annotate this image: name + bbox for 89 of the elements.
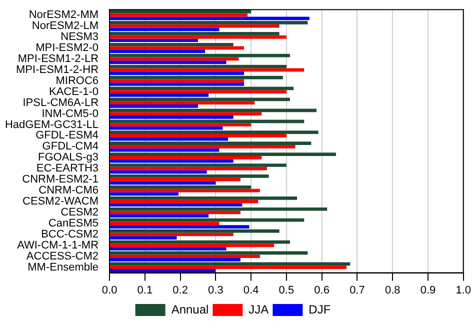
bar <box>110 218 304 222</box>
bar <box>110 232 234 236</box>
bar <box>110 236 177 240</box>
legend-label: JJA <box>248 302 269 316</box>
bar <box>110 145 296 148</box>
bar <box>110 207 328 211</box>
y-tick-label: IPSL-CM6A-LR <box>22 96 99 109</box>
x-tick-label: 0.3 <box>208 284 224 296</box>
bar <box>110 112 262 116</box>
bar <box>110 266 347 269</box>
bar <box>110 123 252 126</box>
x-tick-label: 0.6 <box>314 284 330 296</box>
y-tick-label: AWI-CM-1-1-MR <box>17 239 99 252</box>
bar <box>110 60 226 64</box>
bar <box>110 156 262 160</box>
bar <box>110 72 244 75</box>
y-tick-label: MPI-ESM1-2-LR <box>18 52 99 65</box>
bar <box>110 21 308 24</box>
bar <box>110 13 248 17</box>
x-tick-label: 0.8 <box>384 284 400 296</box>
bar <box>110 164 286 167</box>
y-tick-label: INM-CM5-0 <box>42 108 99 120</box>
bar <box>110 126 223 130</box>
y-tick-label: KACE-1-0 <box>49 86 99 98</box>
bar <box>110 174 269 178</box>
bar <box>110 38 198 42</box>
legend-label: DJF <box>308 302 331 316</box>
bar <box>110 137 228 141</box>
bar <box>110 130 318 134</box>
x-tick-label: 0.5 <box>278 284 294 296</box>
bar <box>110 79 244 83</box>
x-tick-label: 0.4 <box>243 284 259 296</box>
bar <box>110 186 252 189</box>
bar <box>110 247 226 250</box>
x-tick-label: 1.0 <box>456 284 472 296</box>
bar <box>110 104 198 108</box>
bar <box>110 152 336 156</box>
bar <box>110 50 206 54</box>
y-tick-label: BCC-CSM2 <box>41 228 99 240</box>
bar <box>110 196 298 200</box>
bar <box>110 68 304 72</box>
x-tick-label: 0.2 <box>172 284 188 296</box>
y-tick-label: CNRM-CM6 <box>38 184 99 197</box>
bar <box>110 192 179 196</box>
y-tick-label: NorESM2-MM <box>28 9 99 22</box>
x-tick-label: 0.1 <box>137 284 153 296</box>
bar <box>110 94 209 97</box>
y-tick-label: GFDL-ESM4 <box>36 130 99 142</box>
bar <box>110 82 244 86</box>
bar <box>110 225 250 228</box>
y-tick-label: CESM2-WACM <box>22 196 99 208</box>
bar <box>110 244 274 248</box>
y-tick-label: MM-Ensemble <box>28 261 99 274</box>
x-tick-label: 0.0 <box>102 284 118 296</box>
bar <box>110 166 267 170</box>
y-tick-label: NorESM2-LM <box>32 20 99 32</box>
bar <box>110 32 280 36</box>
x-tick-label: 0.9 <box>420 284 436 296</box>
bar <box>110 108 317 112</box>
bar <box>110 115 234 119</box>
y-tick-label: ACCESS-CM2 <box>26 250 99 262</box>
bar <box>110 54 290 58</box>
y-tick-label: CESM2 <box>60 206 99 219</box>
legend-label: Annual <box>171 302 209 316</box>
bar <box>110 214 209 218</box>
y-tick-label: CanESM5 <box>48 217 99 230</box>
bar <box>110 120 304 124</box>
bar <box>110 28 220 32</box>
bar <box>110 90 286 94</box>
bar <box>110 254 260 258</box>
bar <box>110 258 240 262</box>
y-tick-label: HadGEM-GC31-LL <box>4 118 99 131</box>
y-tick-label: FGOALS-g3 <box>38 152 99 164</box>
y-tick-label: MPI-ESM2-0 <box>36 42 99 54</box>
x-tick-label: 0.7 <box>350 284 365 296</box>
bar <box>110 10 252 14</box>
y-tick-label: GFDL-CM4 <box>42 140 99 153</box>
y-tick-label: NESM3 <box>60 31 99 44</box>
bar <box>110 101 255 104</box>
bar <box>110 269 216 272</box>
bar <box>110 203 242 207</box>
bar <box>110 178 240 182</box>
y-tick-label: EC-EARTH3 <box>36 162 99 175</box>
bar <box>110 142 312 145</box>
y-tick-label: MIROC6 <box>56 74 99 87</box>
y-tick-label: MPI-ESM1-2-HR <box>16 64 99 76</box>
bar <box>110 134 286 138</box>
y-tick-label: CNRM-ESM2-1 <box>22 174 99 186</box>
bar <box>110 42 234 46</box>
